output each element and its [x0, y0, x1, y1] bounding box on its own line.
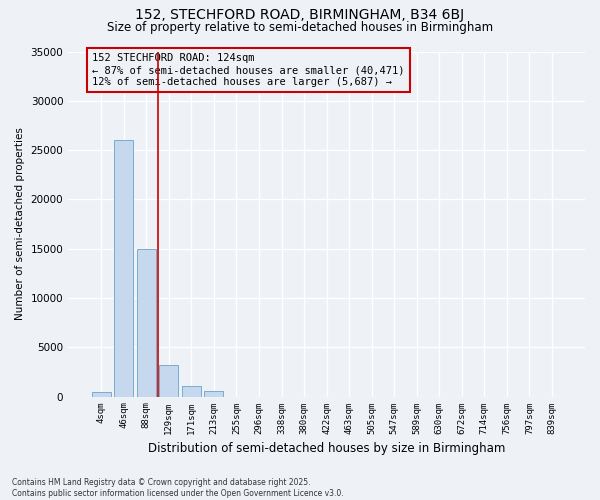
X-axis label: Distribution of semi-detached houses by size in Birmingham: Distribution of semi-detached houses by …: [148, 442, 505, 455]
Bar: [205, 390, 223, 396]
Bar: [182, 386, 201, 396]
Text: 152 STECHFORD ROAD: 124sqm
← 87% of semi-detached houses are smaller (40,471)
12: 152 STECHFORD ROAD: 124sqm ← 87% of semi…: [92, 54, 405, 86]
Bar: [159, 365, 178, 396]
Text: Contains HM Land Registry data © Crown copyright and database right 2025.
Contai: Contains HM Land Registry data © Crown c…: [12, 478, 344, 498]
Y-axis label: Number of semi-detached properties: Number of semi-detached properties: [15, 128, 25, 320]
Bar: [114, 140, 133, 396]
Text: Size of property relative to semi-detached houses in Birmingham: Size of property relative to semi-detach…: [107, 21, 493, 34]
Bar: [137, 248, 156, 396]
Text: 152, STECHFORD ROAD, BIRMINGHAM, B34 6BJ: 152, STECHFORD ROAD, BIRMINGHAM, B34 6BJ: [136, 8, 464, 22]
Bar: [92, 392, 111, 396]
